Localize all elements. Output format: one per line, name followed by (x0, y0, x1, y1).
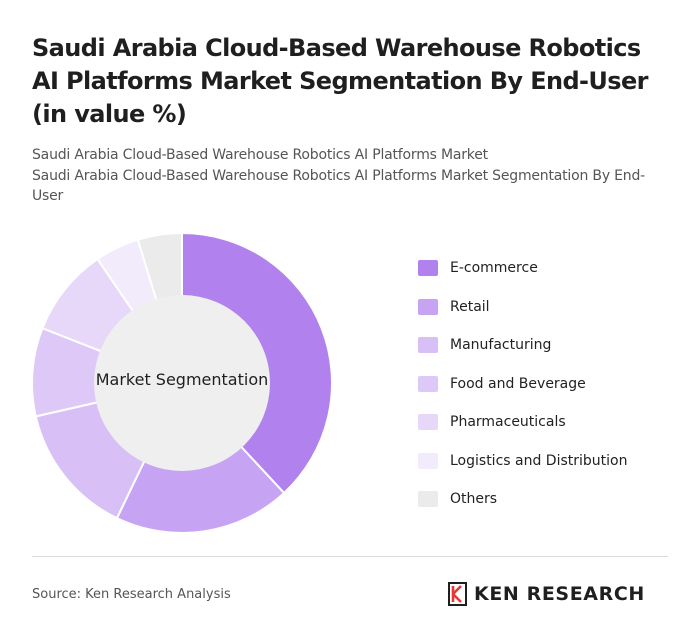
legend-label: E-commerce (450, 260, 538, 276)
footer-divider (32, 556, 668, 557)
legend-swatch (418, 298, 438, 315)
chart-subtitle-segmentation: Saudi Arabia Cloud-Based Warehouse Robot… (32, 168, 646, 204)
legend-label: Retail (450, 298, 490, 315)
legend-item: Manufacturing (418, 333, 688, 357)
legend-swatch (418, 337, 438, 353)
ken-research-logo-icon (448, 582, 467, 606)
legend-item: Pharmaceuticals (418, 410, 688, 434)
source-note: Source: Ken Research Analysis (32, 587, 231, 602)
brand-name: KEN RESEARCH (474, 583, 645, 605)
donut-center-label: Market Segmentation (95, 370, 269, 389)
legend-item: Retail (418, 295, 688, 319)
legend-label: Food and Beverage (450, 375, 586, 392)
donut-chart (31, 231, 333, 534)
legend-swatch (418, 452, 438, 469)
ken-research-logo: KEN RESEARCH (448, 582, 645, 606)
donut-hole (94, 295, 270, 471)
chart-subtitle: Saudi Arabia Cloud-Based Warehouse Robot… (32, 147, 488, 163)
legend-label: Pharmaceuticals (450, 414, 566, 430)
legend-swatch (418, 375, 438, 392)
legend-swatch (418, 260, 438, 276)
legend-item: Logistics and Distribution (418, 449, 688, 473)
legend-label: Manufacturing (450, 337, 552, 353)
chart-title: Saudi Arabia Cloud-Based Warehouse Robot… (32, 34, 649, 128)
legend-item: Others (418, 487, 688, 511)
chart-legend: E-commerce Retail Manufacturing Food and Be… (418, 256, 688, 526)
legend-swatch (418, 491, 438, 507)
legend-label: Logistics and Distribution (450, 452, 628, 469)
legend-swatch (418, 414, 438, 430)
legend-item: Food and Beverage (418, 372, 688, 396)
legend-label: Others (450, 491, 498, 507)
legend-item: E-commerce (418, 256, 688, 280)
